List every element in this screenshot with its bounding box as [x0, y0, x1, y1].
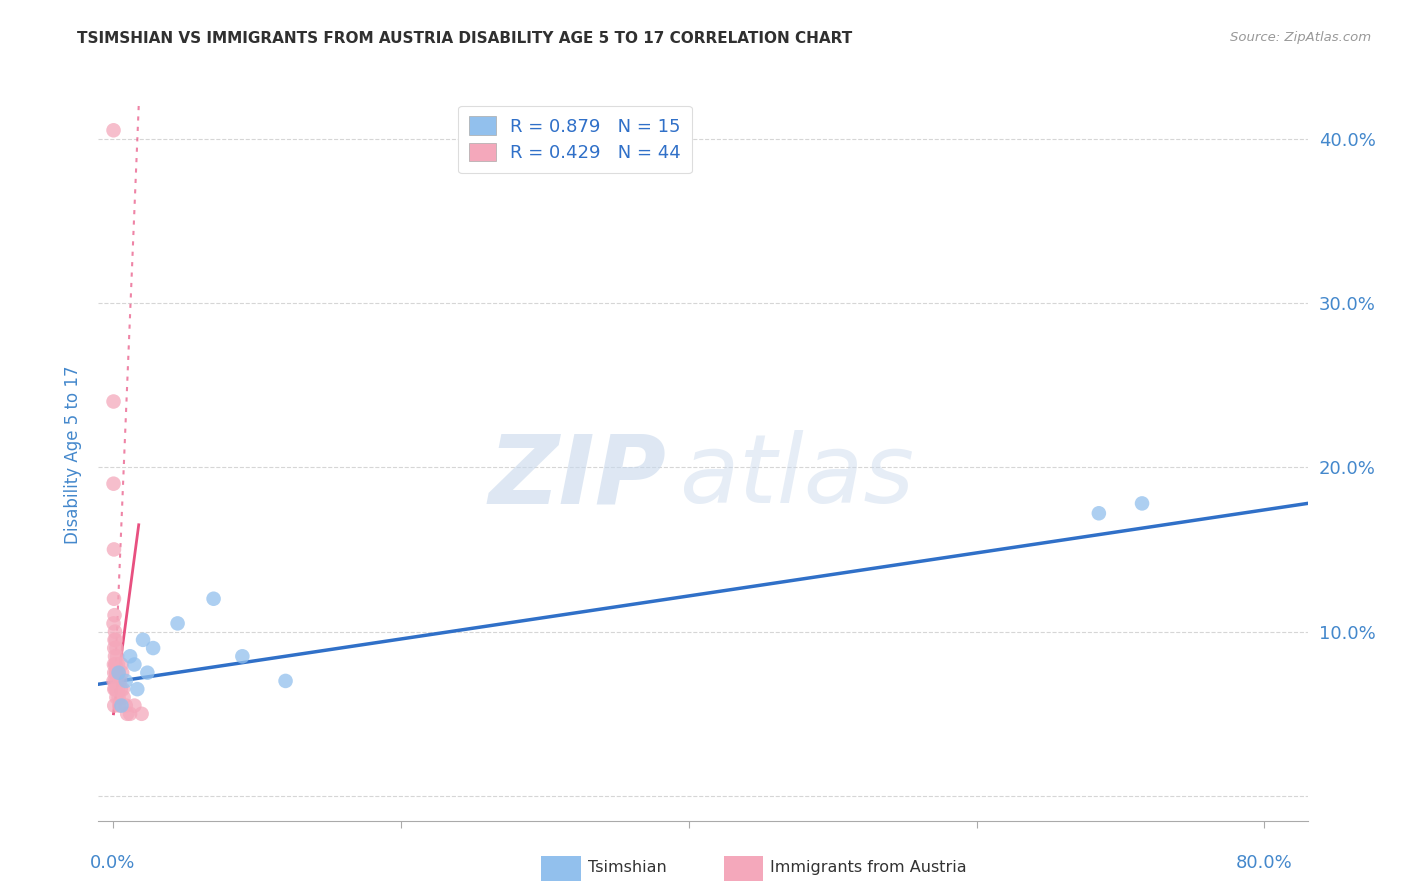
- Point: [103, 476, 125, 491]
- Point: [132, 632, 155, 647]
- Point: [103, 698, 125, 713]
- Point: [103, 682, 125, 697]
- Point: [103, 616, 125, 631]
- Text: ZIP: ZIP: [489, 430, 666, 524]
- Point: [136, 665, 159, 680]
- Point: [110, 657, 132, 672]
- Point: [105, 665, 128, 680]
- Point: [111, 682, 134, 697]
- Point: [104, 649, 127, 664]
- Point: [120, 706, 142, 721]
- Point: [1130, 496, 1153, 510]
- Text: Tsimshian: Tsimshian: [588, 861, 666, 875]
- Point: [202, 591, 225, 606]
- Text: 0.0%: 0.0%: [90, 854, 135, 871]
- Point: [274, 673, 297, 688]
- Point: [131, 706, 153, 721]
- Point: [105, 690, 128, 705]
- Text: Source: ZipAtlas.com: Source: ZipAtlas.com: [1230, 31, 1371, 45]
- Point: [103, 394, 125, 409]
- Point: [103, 608, 125, 623]
- Point: [107, 690, 129, 705]
- Point: [107, 665, 129, 680]
- Point: [231, 649, 253, 664]
- Point: [124, 698, 146, 713]
- Point: [115, 706, 138, 721]
- Point: [103, 665, 125, 680]
- Point: [107, 682, 129, 697]
- Point: [103, 542, 125, 557]
- Point: [120, 649, 142, 664]
- Legend: R = 0.879   N = 15, R = 0.429   N = 44: R = 0.879 N = 15, R = 0.429 N = 44: [458, 105, 692, 173]
- Point: [103, 673, 125, 688]
- Point: [166, 616, 188, 631]
- Point: [104, 657, 127, 672]
- Text: TSIMSHIAN VS IMMIGRANTS FROM AUSTRIA DISABILITY AGE 5 TO 17 CORRELATION CHART: TSIMSHIAN VS IMMIGRANTS FROM AUSTRIA DIS…: [77, 31, 852, 46]
- Point: [104, 624, 127, 639]
- Point: [104, 657, 127, 672]
- Point: [103, 657, 125, 672]
- Text: Immigrants from Austria: Immigrants from Austria: [770, 861, 967, 875]
- Point: [105, 641, 128, 656]
- Point: [108, 673, 131, 688]
- Point: [1088, 506, 1111, 520]
- Point: [142, 641, 165, 656]
- Point: [104, 632, 127, 647]
- Point: [103, 641, 125, 656]
- Point: [110, 682, 132, 697]
- Point: [103, 632, 125, 647]
- Text: atlas: atlas: [679, 430, 914, 524]
- Text: 80.0%: 80.0%: [1236, 854, 1292, 871]
- Point: [103, 591, 125, 606]
- Point: [104, 665, 127, 680]
- Y-axis label: Disability Age 5 to 17: Disability Age 5 to 17: [65, 366, 83, 544]
- Point: [111, 665, 134, 680]
- Point: [104, 682, 127, 697]
- Point: [110, 698, 132, 713]
- Point: [127, 682, 149, 697]
- Point: [114, 698, 136, 713]
- Point: [104, 682, 127, 697]
- Point: [108, 698, 131, 713]
- Point: [107, 657, 129, 672]
- Point: [124, 657, 146, 672]
- Point: [114, 673, 136, 688]
- Point: [103, 123, 125, 137]
- Point: [107, 665, 129, 680]
- Point: [112, 690, 135, 705]
- Point: [104, 673, 127, 688]
- Point: [105, 673, 128, 688]
- Point: [105, 649, 128, 664]
